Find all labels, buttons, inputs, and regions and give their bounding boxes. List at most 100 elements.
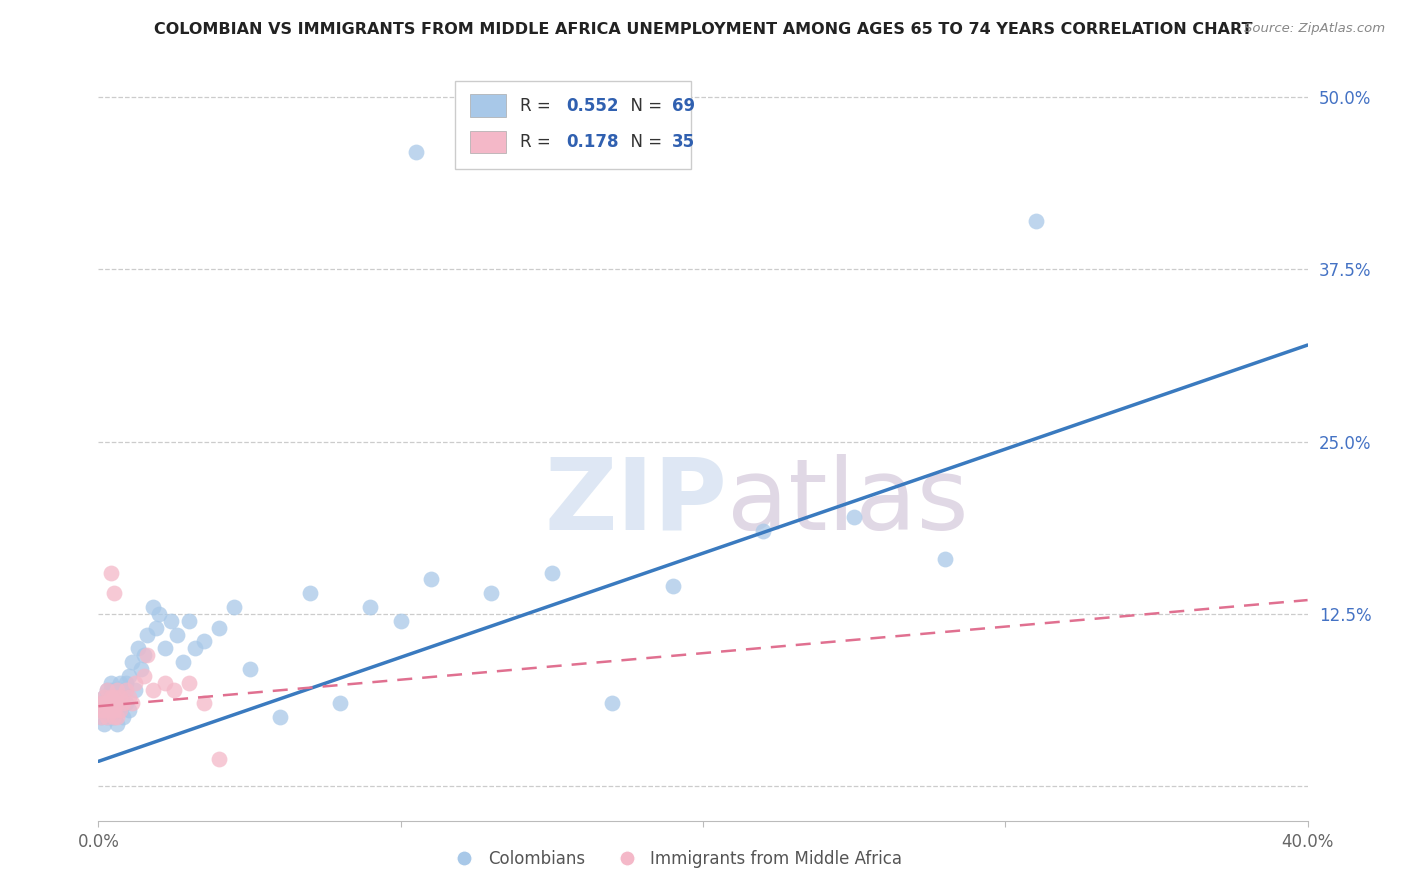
Point <box>124 682 146 697</box>
Text: 69: 69 <box>672 96 695 115</box>
Text: 0.552: 0.552 <box>567 96 619 115</box>
Point <box>90 710 112 724</box>
Point <box>239 662 262 676</box>
Point <box>752 524 775 538</box>
Point <box>121 655 143 669</box>
Point <box>105 703 128 717</box>
Point <box>481 586 503 600</box>
FancyBboxPatch shape <box>470 95 506 117</box>
Point <box>108 703 131 717</box>
Point <box>118 669 141 683</box>
Point <box>103 690 125 704</box>
Text: N =: N = <box>620 96 666 115</box>
Point <box>160 614 183 628</box>
Point <box>100 566 122 580</box>
Point <box>100 675 122 690</box>
Point <box>96 690 118 704</box>
Point <box>100 697 122 711</box>
Point <box>405 145 427 159</box>
Point <box>90 710 112 724</box>
Point <box>105 710 128 724</box>
Point <box>103 682 125 697</box>
Point <box>96 710 118 724</box>
Point <box>103 710 125 724</box>
Point <box>96 710 118 724</box>
Point <box>93 697 115 711</box>
Point <box>179 675 201 690</box>
Point <box>96 697 118 711</box>
Point <box>93 697 115 711</box>
Point <box>118 703 141 717</box>
Point <box>93 690 115 704</box>
Point <box>111 697 134 711</box>
Text: Source: ZipAtlas.com: Source: ZipAtlas.com <box>1244 22 1385 36</box>
Point <box>100 703 122 717</box>
Point <box>163 682 186 697</box>
Point <box>329 697 352 711</box>
Point <box>103 703 125 717</box>
Point <box>103 703 125 717</box>
Point <box>145 621 167 635</box>
Point <box>108 690 131 704</box>
Text: N =: N = <box>620 133 666 151</box>
Point <box>90 697 112 711</box>
Point <box>100 682 122 697</box>
Point <box>420 573 443 587</box>
Point <box>111 697 134 711</box>
Text: atlas: atlas <box>727 454 969 550</box>
Point <box>124 675 146 690</box>
Point <box>602 697 624 711</box>
Point <box>105 697 128 711</box>
Point <box>135 648 157 663</box>
Point <box>132 648 155 663</box>
Point <box>121 697 143 711</box>
Point <box>100 697 122 711</box>
Point <box>132 669 155 683</box>
Point <box>184 641 207 656</box>
Point <box>103 697 125 711</box>
Point <box>96 697 118 711</box>
Point <box>179 614 201 628</box>
Text: R =: R = <box>520 96 557 115</box>
Point <box>114 675 136 690</box>
Point <box>108 703 131 717</box>
Point <box>108 690 131 704</box>
Point <box>93 717 115 731</box>
Point <box>90 703 112 717</box>
Point <box>193 697 215 711</box>
Point <box>93 690 115 704</box>
Point <box>96 682 118 697</box>
Point <box>269 710 291 724</box>
Point <box>208 621 231 635</box>
Point <box>135 627 157 641</box>
Point <box>100 710 122 724</box>
Point <box>100 703 122 717</box>
Point <box>111 710 134 724</box>
Text: 35: 35 <box>672 133 695 151</box>
Point <box>108 675 131 690</box>
Point <box>105 717 128 731</box>
Point <box>93 703 115 717</box>
Point <box>208 751 231 765</box>
Point <box>114 697 136 711</box>
Point <box>172 655 194 669</box>
Point <box>844 510 866 524</box>
Point <box>148 607 170 621</box>
Point <box>127 641 149 656</box>
Point <box>934 551 956 566</box>
Point <box>105 682 128 697</box>
Point <box>105 682 128 697</box>
Legend: Colombians, Immigrants from Middle Africa: Colombians, Immigrants from Middle Afric… <box>441 844 908 875</box>
Point <box>1024 214 1046 228</box>
Point <box>153 675 176 690</box>
Point <box>166 627 188 641</box>
Point <box>540 566 562 580</box>
FancyBboxPatch shape <box>470 130 506 153</box>
Point <box>111 682 134 697</box>
Point <box>105 697 128 711</box>
Point <box>224 599 246 614</box>
Point <box>153 641 176 656</box>
Text: R =: R = <box>520 133 557 151</box>
Point <box>93 703 115 717</box>
Point <box>193 634 215 648</box>
